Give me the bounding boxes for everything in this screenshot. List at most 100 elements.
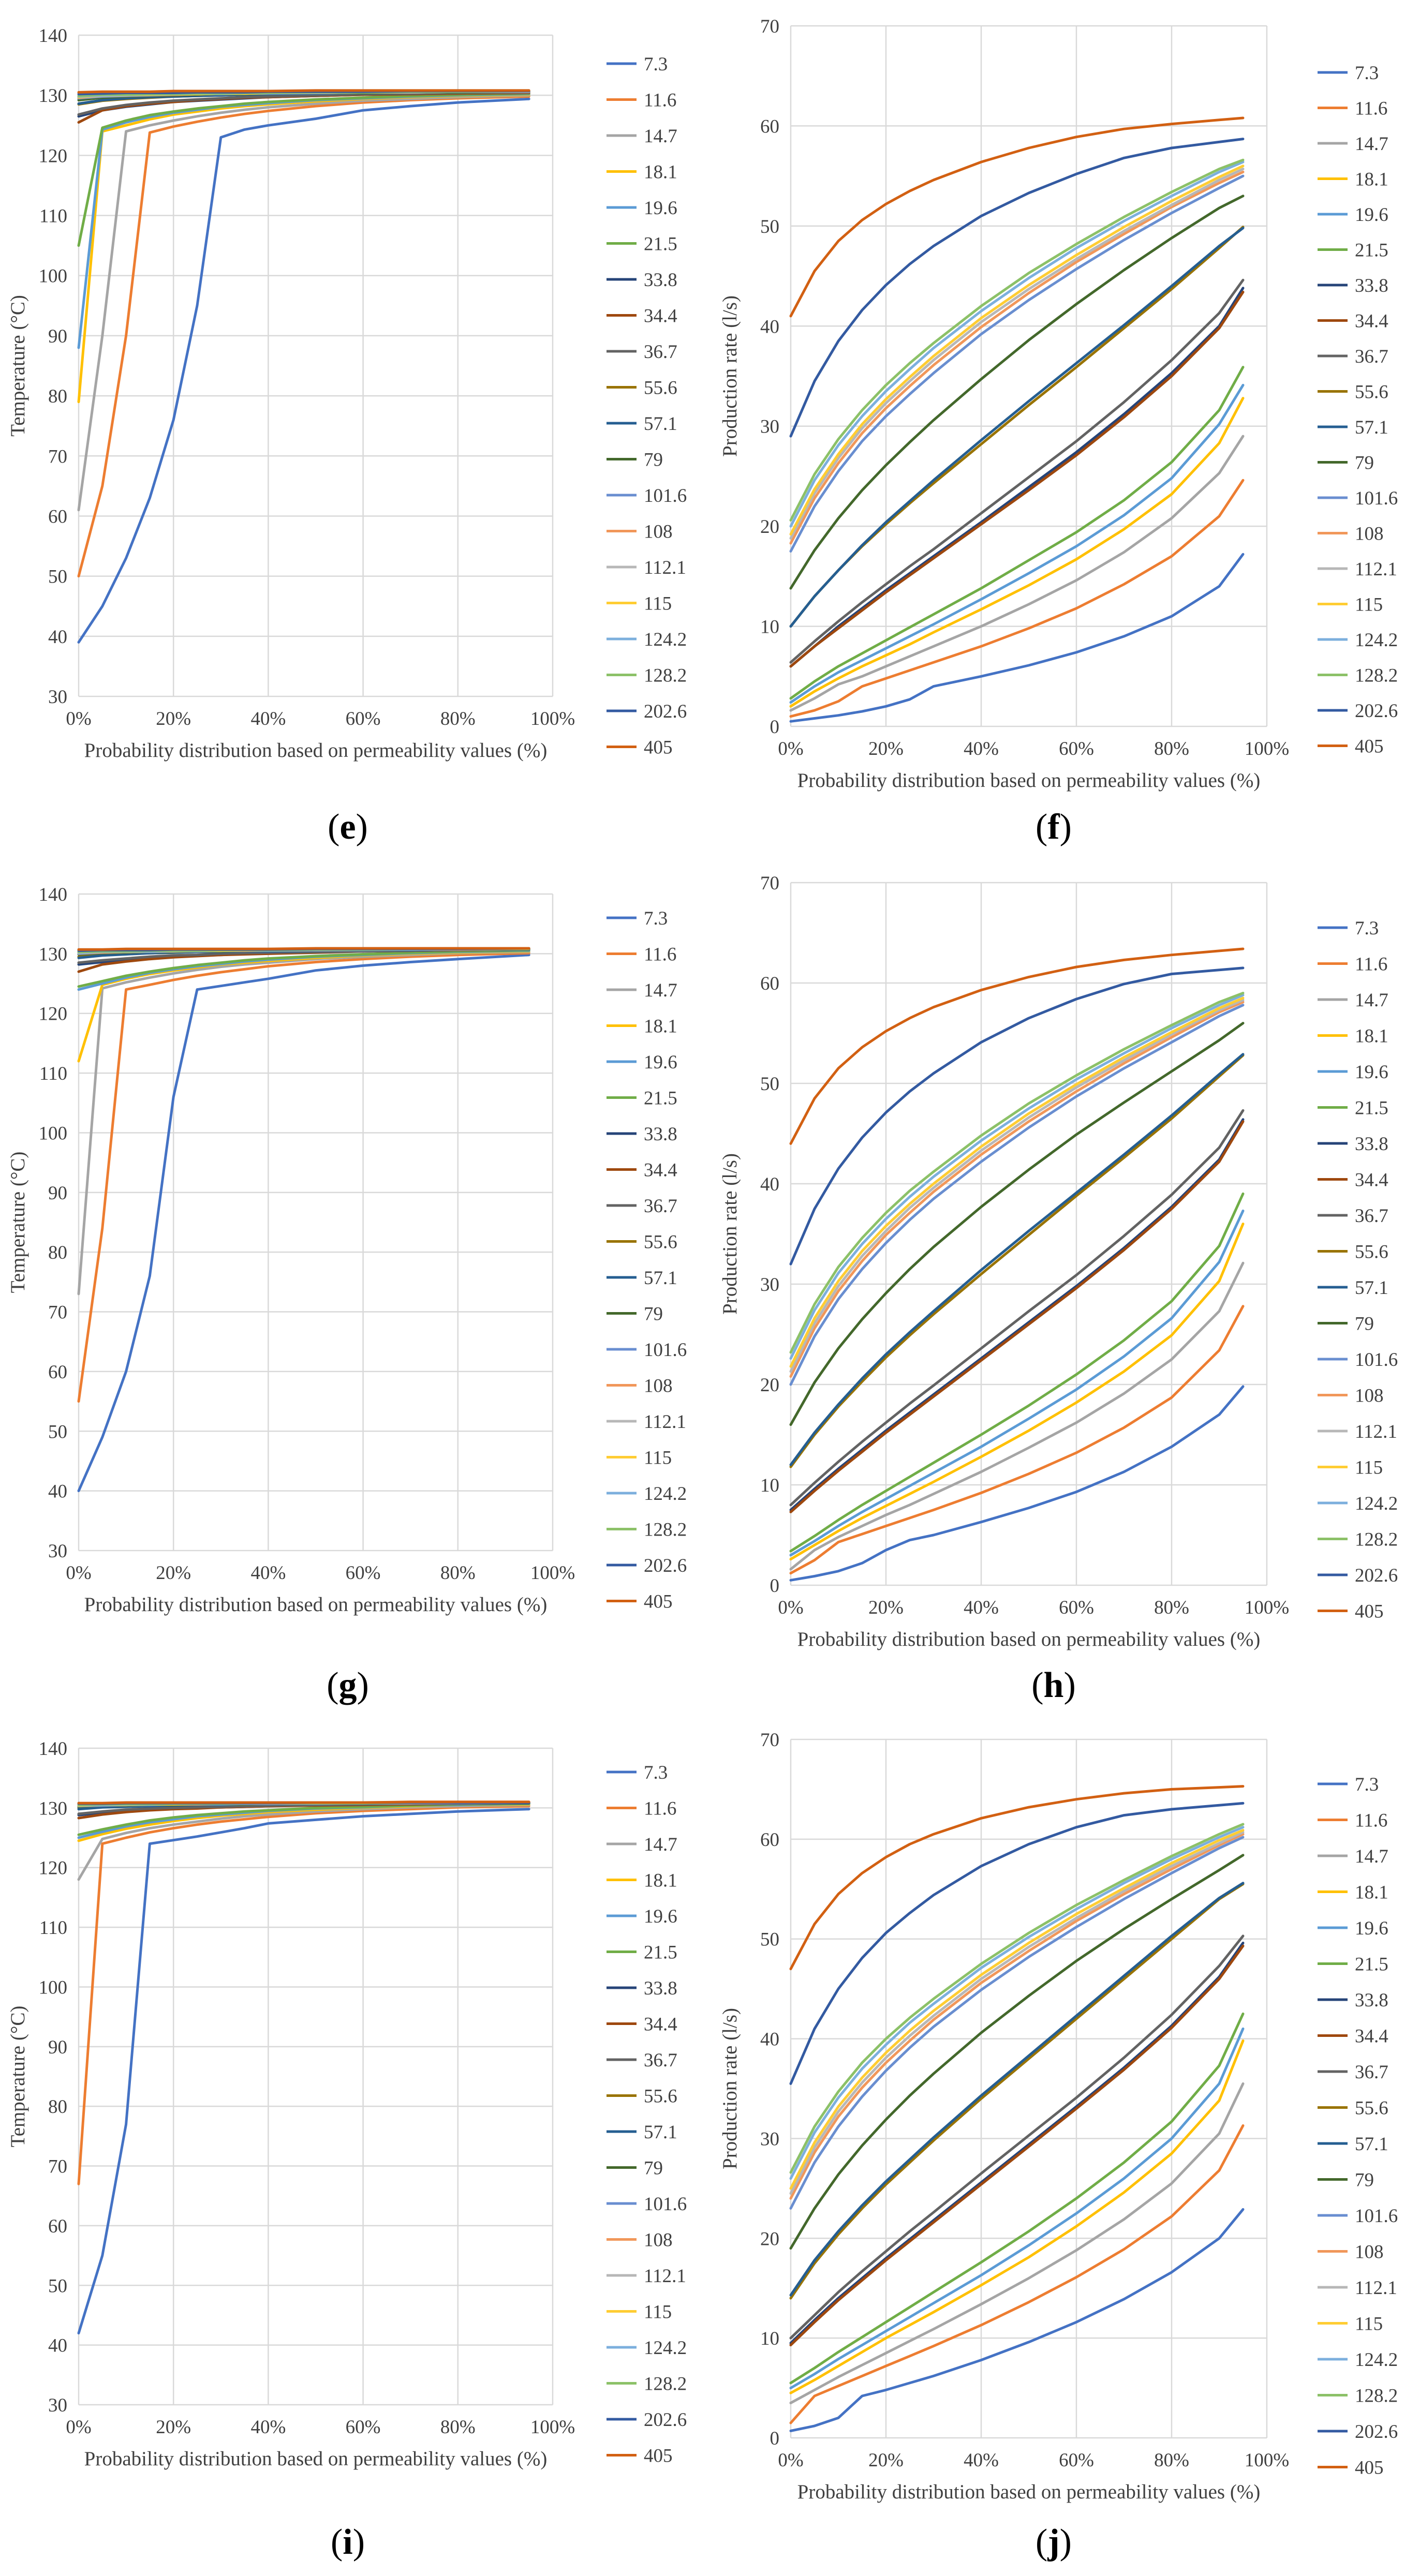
legend-label: 7.3 bbox=[644, 1762, 668, 1783]
y-axis-title: Temperature (°C) bbox=[7, 2006, 29, 2148]
legend-label: 108 bbox=[644, 522, 673, 543]
y-tick-label: 90 bbox=[48, 326, 67, 347]
y-tick-label: 40 bbox=[48, 627, 67, 648]
series-line-18.1 bbox=[789, 397, 1245, 708]
legend-label: 115 bbox=[644, 593, 672, 615]
y-tick-label: 100 bbox=[39, 1123, 68, 1144]
chart-panel-e: 30 40 50 60 70 80 90 100 110 120 130 140 0% 20% 40% 60%… bbox=[7, 25, 687, 847]
legend-label: 128.2 bbox=[1355, 2386, 1398, 2407]
legend-label: 14.7 bbox=[1355, 1846, 1388, 1867]
series-line-33.8 bbox=[789, 1118, 1245, 1511]
y-tick-label: 0 bbox=[770, 2428, 780, 2449]
chart-panel-j: 0 10 20 30 40 50 60 70 0% 20% 40% 60% 80% 100% Probabi… bbox=[719, 1730, 1398, 2562]
x-tick-label: 100% bbox=[1245, 738, 1289, 760]
y-axis-title: Temperature (°C) bbox=[7, 1152, 29, 1293]
y-tick-label: 80 bbox=[48, 1242, 67, 1263]
legend-label: 202.6 bbox=[1355, 701, 1398, 722]
panel-label-letter: i bbox=[343, 2522, 352, 2562]
series-line-101.6 bbox=[789, 1836, 1245, 2210]
legend-label: 33.8 bbox=[644, 270, 677, 291]
legend: 7.3 11.6 14.7 18.1 19.6 21.5 33.8 34.4 36.7 55.6 5… bbox=[607, 1762, 687, 2467]
legend-label: 7.3 bbox=[1355, 63, 1379, 84]
legend-label: 202.6 bbox=[644, 701, 687, 722]
legend-label: 36.7 bbox=[1355, 346, 1388, 367]
series-line-7.3 bbox=[789, 1385, 1245, 1582]
x-tick-label: 60% bbox=[1059, 1597, 1094, 1618]
x-axis-title: Probability distribution based on permea… bbox=[797, 1628, 1261, 1650]
x-tick-label: 0% bbox=[66, 1562, 91, 1584]
legend: 7.3 11.6 14.7 18.1 19.6 21.5 33.8 34.4 36.7 55.6 5… bbox=[607, 908, 687, 1613]
legend-label: 18.1 bbox=[644, 1870, 677, 1892]
legend-label: 79 bbox=[644, 450, 663, 471]
panel-label-open: ( bbox=[1031, 1665, 1043, 1705]
legend-label: 112.1 bbox=[1355, 1421, 1397, 1442]
x-tick-label: 20% bbox=[156, 2417, 191, 2438]
panel-label-open: ( bbox=[328, 807, 339, 847]
legend-label: 34.4 bbox=[1355, 311, 1388, 332]
panel-label-open: ( bbox=[1036, 2522, 1047, 2562]
legend-label: 405 bbox=[1355, 2458, 1384, 2479]
series-line-11.6 bbox=[789, 479, 1245, 718]
series-line-57.1 bbox=[789, 1882, 1245, 2297]
legend-label: 128.2 bbox=[644, 665, 687, 687]
legend-label: 19.6 bbox=[644, 1052, 677, 1073]
x-tick-label: 80% bbox=[1154, 2450, 1189, 2471]
series-line-405 bbox=[77, 89, 530, 94]
series-line-124.2 bbox=[789, 993, 1245, 1360]
panel-label-close: ) bbox=[353, 2522, 365, 2562]
y-tick-label: 50 bbox=[760, 1929, 779, 1950]
series-line-14.7 bbox=[789, 2082, 1245, 2404]
y-tick-label: 20 bbox=[760, 2228, 779, 2250]
legend-label: 18.1 bbox=[644, 1016, 677, 1037]
legend: 7.3 11.6 14.7 18.1 19.6 21.5 33.8 34.4 36.7 55.6 5… bbox=[1318, 1774, 1398, 2479]
x-tick-label: 60% bbox=[346, 1562, 381, 1584]
x-tick-label: 20% bbox=[156, 708, 191, 729]
legend-label: 124.2 bbox=[644, 629, 687, 650]
panel-label-letter: f bbox=[1047, 807, 1060, 847]
legend-label: 34.4 bbox=[1355, 2026, 1388, 2047]
y-tick-label: 10 bbox=[760, 1475, 779, 1496]
legend-label: 112.1 bbox=[1355, 559, 1397, 580]
panel-label-close: ) bbox=[1060, 2522, 1072, 2562]
x-tick-label: 40% bbox=[250, 2417, 286, 2438]
y-tick-label: 30 bbox=[760, 1274, 779, 1296]
x-axis-title: Probability distribution based on permea… bbox=[797, 2481, 1261, 2503]
x-tick-label: 0% bbox=[778, 738, 803, 760]
legend-label: 124.2 bbox=[1355, 2349, 1398, 2371]
y-tick-label: 60 bbox=[48, 506, 67, 527]
y-tick-label: 120 bbox=[39, 145, 68, 167]
legend-label: 115 bbox=[1355, 594, 1383, 616]
y-tick-label: 30 bbox=[48, 687, 67, 708]
y-tick-label: 80 bbox=[48, 386, 67, 407]
y-tick-label: 130 bbox=[39, 85, 68, 107]
legend-label: 115 bbox=[644, 1448, 672, 1469]
legend-label: 112.1 bbox=[644, 2266, 686, 2287]
series-line-18.1 bbox=[789, 2039, 1245, 2394]
y-tick-label: 30 bbox=[760, 416, 779, 438]
legend-label: 79 bbox=[1355, 453, 1374, 474]
series-line-128.2 bbox=[789, 991, 1245, 1354]
legend: 7.3 11.6 14.7 18.1 19.6 21.5 33.8 34.4 36.7 55.6 5… bbox=[1318, 63, 1398, 757]
y-tick-label: 60 bbox=[48, 2216, 67, 2237]
series-line-108 bbox=[789, 1833, 1245, 2200]
legend-label: 21.5 bbox=[1355, 1098, 1388, 1119]
series-line-115 bbox=[789, 996, 1245, 1368]
legend-label: 11.6 bbox=[644, 944, 676, 965]
x-tick-label: 0% bbox=[66, 2417, 91, 2438]
series-line-55.6 bbox=[789, 1054, 1245, 1468]
legend: 7.3 11.6 14.7 18.1 19.6 21.5 33.8 34.4 36.7 55.6 5… bbox=[1318, 918, 1398, 1622]
legend-label: 79 bbox=[1355, 1314, 1374, 1335]
series-line-7.3 bbox=[77, 954, 530, 1493]
y-tick-label: 90 bbox=[48, 2037, 67, 2058]
y-tick-label: 50 bbox=[760, 216, 779, 237]
panel-label-open: ( bbox=[1036, 807, 1047, 847]
legend-label: 34.4 bbox=[644, 306, 677, 327]
x-tick-label: 100% bbox=[1245, 1597, 1289, 1618]
legend-label: 101.6 bbox=[644, 485, 687, 507]
legend-label: 7.3 bbox=[1355, 1774, 1379, 1795]
legend-label: 11.6 bbox=[644, 1798, 676, 1820]
legend-label: 36.7 bbox=[644, 2050, 677, 2071]
chart-panel-f: 0 10 20 30 40 50 60 70 0% 20% 40% 60% 80% 100% Probabi… bbox=[719, 16, 1398, 847]
y-tick-label: 70 bbox=[760, 873, 779, 894]
series-line-101.6 bbox=[789, 174, 1245, 553]
